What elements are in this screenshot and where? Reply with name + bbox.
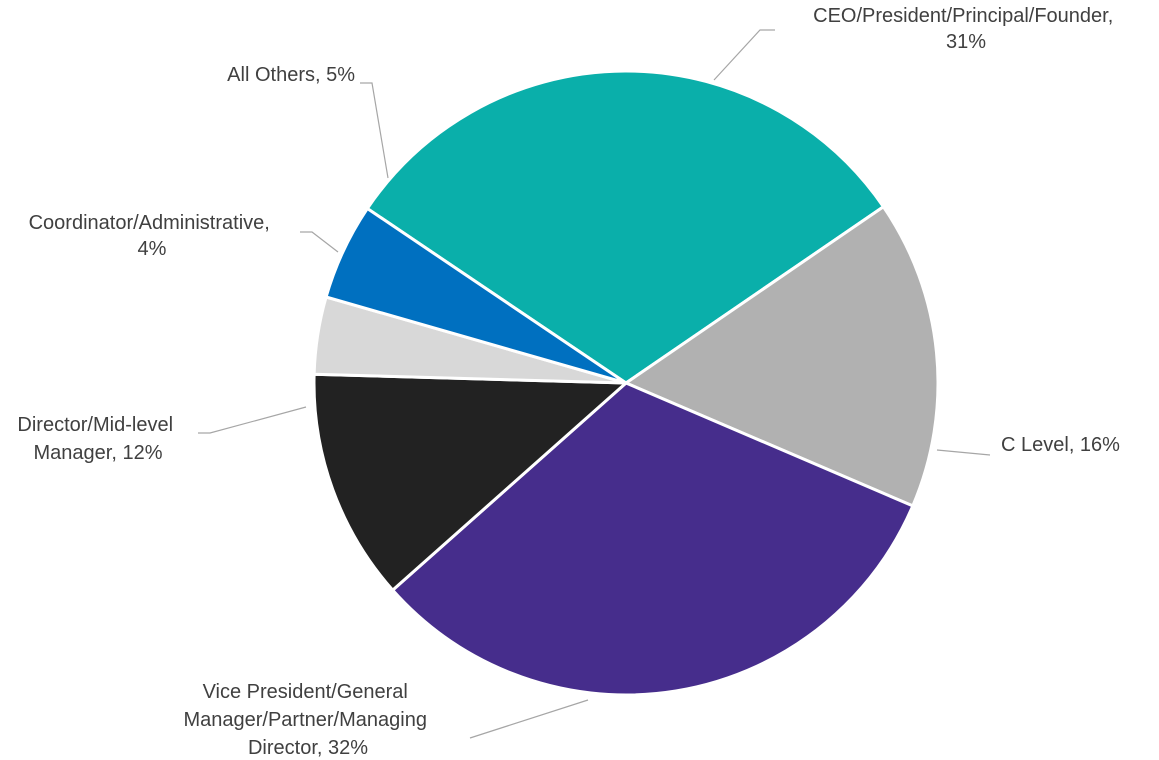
slice-c-level xyxy=(622,204,940,508)
leader-line-coordinator xyxy=(300,231,339,253)
pie-slices xyxy=(312,69,940,697)
label-vp: Vice President/General Manager/Partner/M… xyxy=(183,681,432,759)
label-ceo: CEO/President/Principal/Founder, 31% xyxy=(813,5,1119,53)
leader-line-c-level xyxy=(936,449,991,456)
label-c-level: C Level, 16% xyxy=(1001,434,1120,456)
label-all-others: All Others, 5% xyxy=(227,64,355,86)
slice-director xyxy=(312,372,630,593)
label-director: Director/Mid-level Manager, 12% xyxy=(17,414,178,464)
leader-line-director xyxy=(198,406,307,434)
leader-line-all-others xyxy=(360,82,389,179)
leader-line-vp xyxy=(469,699,589,739)
slice-all-others xyxy=(324,206,627,385)
slice-vp xyxy=(390,381,915,697)
slice-ceo xyxy=(365,69,886,385)
leader-line-ceo xyxy=(713,29,775,81)
label-coordinator: Coordinator/Administrative, 4% xyxy=(29,212,276,260)
